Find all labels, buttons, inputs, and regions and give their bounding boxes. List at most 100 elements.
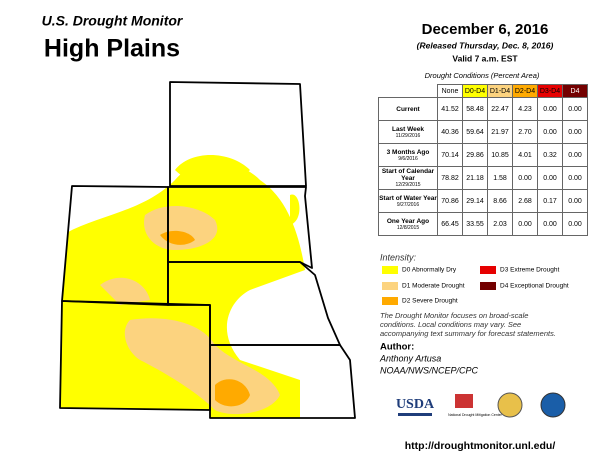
cell: 70.86 [437,189,463,213]
cell: 29.86 [462,143,488,167]
cell: 78.82 [437,166,463,190]
legend-label: D2 Severe Drought [402,298,458,305]
cell: 0.00 [512,166,538,190]
cell: 0.32 [537,143,563,167]
legend-label: D0 Abnormally Dry [402,267,457,274]
cell: 41.52 [437,97,463,121]
ndmc-logo: National Drought Mitigation Center [448,413,503,417]
legend-swatch [382,266,398,274]
row-label-text: Current [396,105,420,113]
row-label: Start of Water Year 9/27/2016 [378,189,438,213]
author-name: Anthony Artusa [379,353,441,363]
legend-swatch [382,297,398,305]
legend-label: D4 Exceptional Drought [500,283,569,290]
row-label-text: 3 Months Ago [386,148,430,156]
cell: 22.47 [487,97,513,121]
url: http://droughtmonitor.unl.edu/ [405,440,556,452]
usda-logo: USDA [396,397,435,412]
column-header: None [437,84,463,98]
cell: 8.66 [487,189,513,213]
series-title: U.S. Drought Monitor [42,13,184,29]
ndmc-icon [455,394,473,408]
row-date: 11/29/2016 [395,132,421,139]
row-label-text: One Year Ago [386,217,430,225]
cell: 33.55 [462,212,488,236]
author-org: NOAA/NWS/NCEP/CPC [380,365,479,375]
cell: 29.14 [462,189,488,213]
table-row: Last Week 11/29/2016 40.36 59.64 21.97 2.70 0.… [378,120,588,144]
author-heading: Author: [380,342,414,353]
cell: 2.03 [487,212,513,236]
table-row: One Year Ago 12/8/2015 66.45 33.55 2.03 0.00 0… [378,212,588,236]
usda-bar [398,413,432,416]
doc-seal [497,392,523,418]
column-header: D0-D4 [462,84,488,98]
cell: 2.68 [512,189,538,213]
noaa-seal [540,392,566,418]
drought-areas [60,82,355,418]
legend-label: D3 Extreme Drought [500,267,559,274]
row-date: 12/8/2015 [396,224,420,231]
cell: 0.00 [562,120,588,144]
cell: 0.00 [537,120,563,144]
cell: 4.23 [512,97,538,121]
cell: 0.00 [537,166,563,190]
released: (Released Thursday, Dec. 8, 2016) [417,40,554,50]
cell: 40.36 [437,120,463,144]
row-label: 3 Months Ago 9/6/2016 [378,143,438,167]
column-header: D3-D4 [537,84,563,98]
date: December 6, 2016 [422,21,549,38]
row-label: One Year Ago 12/8/2015 [378,212,438,236]
cell: 0.00 [537,97,563,121]
table-row: Start of Water Year 9/27/2016 70.86 29.14 8.… [378,189,588,213]
row-label-text: Start of Water Year [379,194,437,202]
cell: 0.17 [537,189,563,213]
legend-swatch [480,266,496,274]
cell: 0.00 [537,212,563,236]
legend: D0 Abnormally Dry D1 Moderate Drought D2 S… [382,266,569,305]
state-borders [59,81,356,419]
cell: 1.58 [487,166,513,190]
stats-table: None D0-D4 D1-D4 D2-D4 D3-D4 D4 Current 41.52 58… [378,84,588,236]
legend-swatch [480,282,496,290]
valid: Valid 7 a.m. EST [452,53,518,63]
row-label-text: Last Week [391,125,425,133]
table-row: Start of Calendar Year 12/29/2015 78.82 21.… [378,166,588,190]
cell: 21.18 [462,166,488,190]
row-label: Last Week 11/29/2016 [378,120,438,144]
cell: 4.01 [512,143,538,167]
table-row: 3 Months Ago 9/6/2016 70.14 29.86 10.85 4.01 0… [378,143,588,167]
cell: 66.45 [437,212,463,236]
cell: 0.00 [512,212,538,236]
cell: 59.64 [462,120,488,144]
cell: 0.00 [562,212,588,236]
cell: 0.00 [562,166,588,190]
row-date: 12/29/2015 [395,182,421,188]
column-header: D2-D4 [512,84,538,98]
row-label: Start of Calendar Year 12/29/2015 [378,166,438,190]
legend-label: D1 Moderate Drought [402,283,465,290]
legend-title: Intensity: [380,252,417,262]
corner [379,85,438,98]
legend-swatch [382,282,398,290]
column-header: D4 [562,84,588,98]
row-label-text: Start of Calendar Year [381,168,435,182]
cell: 70.14 [437,143,463,167]
cell: 21.97 [487,120,513,144]
cell: 0.00 [562,143,588,167]
table-row: Current 41.52 58.48 22.47 4.23 0.00 0.00 [378,97,588,121]
column-header: D1-D4 [487,84,513,98]
cell: 10.85 [487,143,513,167]
cell: 58.48 [462,97,488,121]
region-title: High Plains [44,35,180,63]
row-date: 9/27/2016 [396,201,420,208]
note: The Drought Monitor focuses on broad-sca… [380,311,556,338]
row-label: Current [378,97,438,121]
cell: 0.00 [562,97,588,121]
cell: 2.70 [512,120,538,144]
table-caption: Drought Conditions (Percent Area) [425,71,540,80]
cell: 0.00 [562,189,588,213]
row-date: 9/6/2016 [398,155,418,162]
